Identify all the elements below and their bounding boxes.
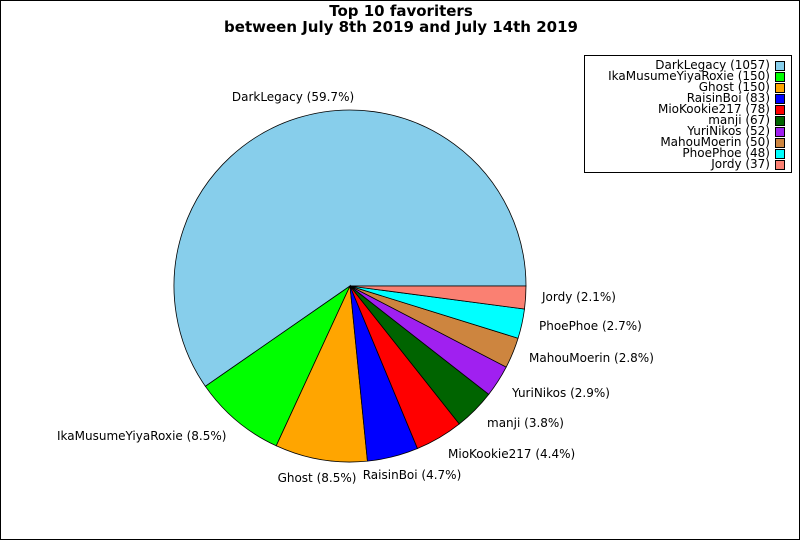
slice-label-jordy: Jordy (2.1%) xyxy=(541,290,616,304)
legend-label: PhoePhoe (48) xyxy=(682,146,770,160)
legend-swatch xyxy=(775,71,785,82)
legend-swatch xyxy=(775,159,785,170)
slice-label-miokookie217: MioKookie217 (4.4%) xyxy=(448,447,575,461)
pie-slice-ghost xyxy=(275,284,368,463)
legend-item-jordy: Jordy (37) xyxy=(711,157,785,171)
slice-label-mahoumoerin: MahouMoerin (2.8%) xyxy=(529,351,654,365)
pie-slice-ikamusumeyiyaroxie xyxy=(204,284,351,447)
legend: DarkLegacy (1057) IkaMusumeYiyaRoxie (150… xyxy=(584,55,792,173)
pie-slice-jordy xyxy=(349,285,527,310)
legend-swatch xyxy=(775,115,785,126)
slice-label-manji: manji (3.8%) xyxy=(487,416,564,430)
legend-swatch xyxy=(775,137,785,148)
legend-swatch xyxy=(775,104,785,115)
legend-item-raisinboi: RaisinBoi (83) xyxy=(686,91,785,105)
chart-title-line-2: between July 8th 2019 and July 14th 2019 xyxy=(224,18,578,36)
legend-label: manji (67) xyxy=(708,113,770,127)
chart-title-line-1: Top 10 favoriters xyxy=(329,2,473,20)
legend-item-darklegacy: DarkLegacy (1057) xyxy=(655,58,785,72)
slice-label-phoephoe: PhoePhoe (2.7%) xyxy=(539,319,642,333)
legend-label: MahouMoerin (50) xyxy=(660,135,770,149)
chart-title: Top 10 favoriters between July 8th 2019 … xyxy=(1,3,800,35)
legend-item-miokookie217: MioKookie217 (78) xyxy=(657,102,785,116)
slice-label-darklegacy: DarkLegacy (59.7%) xyxy=(232,90,354,104)
legend-item-phoephoe: PhoePhoe (48) xyxy=(682,146,785,160)
legend-label: DarkLegacy (1057) xyxy=(655,58,770,72)
slice-label-raisinboi: RaisinBoi (4.7%) xyxy=(363,468,462,482)
legend-swatch xyxy=(775,148,785,159)
slice-label-ikamusumeyiyaroxie: IkaMusumeYiyaRoxie (8.5%) xyxy=(57,429,226,443)
slice-label-ghost: Ghost (8.5%) xyxy=(278,471,357,485)
legend-label: Ghost (150) xyxy=(698,80,770,94)
legend-item-mahoumoerin: MahouMoerin (50) xyxy=(660,135,785,149)
legend-label: IkaMusumeYiyaRoxie (150) xyxy=(608,69,770,83)
slice-label-yurinikos: YuriNikos (2.9%) xyxy=(511,386,610,400)
legend-swatch xyxy=(775,60,785,71)
legend-item-yurinikos: YuriNikos (52) xyxy=(687,124,785,138)
legend-item-ikamusumeyiyaroxie: IkaMusumeYiyaRoxie (150) xyxy=(608,69,785,83)
legend-item-ghost: Ghost (150) xyxy=(698,80,785,94)
legend-label: YuriNikos (52) xyxy=(687,124,770,138)
legend-label: MioKookie217 (78) xyxy=(657,102,770,116)
legend-swatch xyxy=(775,93,785,104)
legend-label: Jordy (37) xyxy=(711,157,770,171)
pie-slice-darklegacy xyxy=(173,109,527,387)
legend-swatch xyxy=(775,126,785,137)
legend-swatch xyxy=(775,82,785,93)
legend-item-manji: manji (67) xyxy=(708,113,785,127)
legend-label: RaisinBoi (83) xyxy=(686,91,770,105)
